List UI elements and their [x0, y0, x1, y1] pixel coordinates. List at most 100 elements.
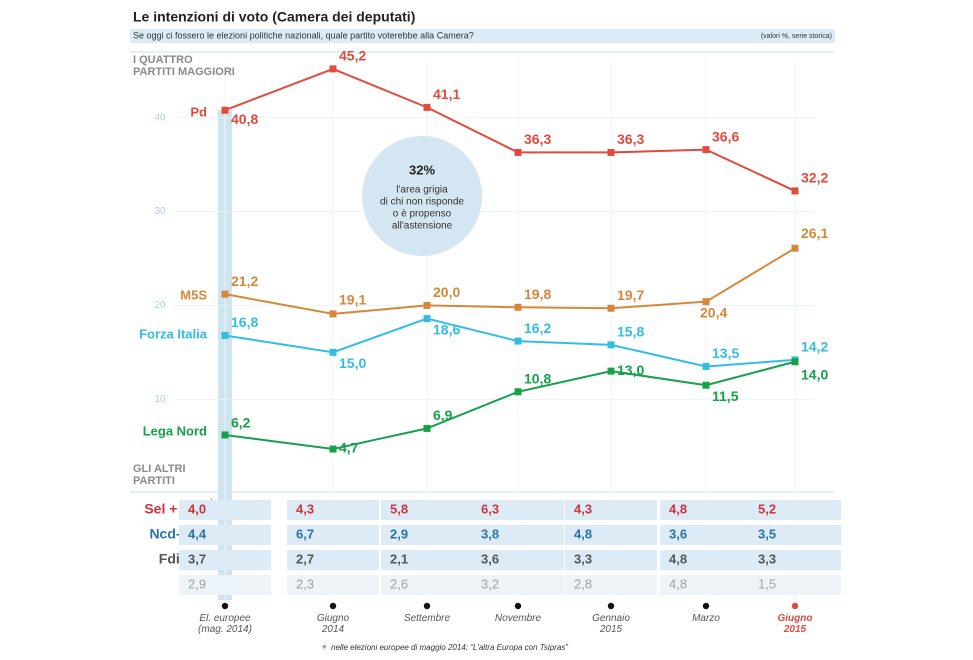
- value-label: 6,9: [433, 407, 453, 423]
- legend-label: Pd: [190, 104, 207, 119]
- value-label: 16,8: [231, 314, 258, 330]
- table-value: 3,6: [669, 526, 687, 541]
- table-value: 2,6: [390, 576, 408, 591]
- table-cell: [179, 525, 271, 545]
- value-label: 36,3: [524, 131, 551, 147]
- marker: [791, 187, 799, 195]
- series-line: [224, 360, 796, 451]
- table-value: 3,8: [481, 526, 499, 541]
- table-cell: [749, 575, 841, 595]
- table-cell: [565, 500, 657, 520]
- value-label: 14,2: [801, 339, 828, 355]
- table-value: 2,1: [390, 551, 408, 566]
- table-value: 5,8: [390, 501, 408, 516]
- table-value: 2,8: [574, 576, 592, 591]
- marker: [514, 388, 522, 396]
- marker: [221, 431, 229, 439]
- y-tick-label: 40: [154, 112, 166, 123]
- value-label: 13,0: [617, 362, 644, 378]
- marker: [329, 310, 337, 318]
- table-cell: [381, 525, 473, 545]
- table-value: 4,4: [188, 526, 207, 541]
- annotation-text: di chi non risponde: [380, 197, 464, 208]
- x-tick-label: Giugno 2015: [777, 613, 813, 635]
- table-value: 2,9: [390, 526, 408, 541]
- value-label: 36,6: [712, 128, 739, 144]
- table-cell: [287, 550, 379, 570]
- annotation-value: 32%: [409, 162, 435, 177]
- table-value: 3,5: [758, 526, 776, 541]
- table-value: 1,5: [758, 576, 776, 591]
- table-value: 2,7: [296, 551, 314, 566]
- value-label: 19,7: [617, 287, 644, 303]
- table-value: 4,3: [296, 501, 314, 516]
- y-tick-label: 20: [154, 300, 166, 311]
- x-tick-label: Giugno 2014: [316, 613, 350, 635]
- annotation-text: all'astensione: [392, 221, 453, 232]
- table-cell: [287, 500, 379, 520]
- table-value: 5,2: [758, 501, 776, 516]
- marker: [607, 304, 615, 312]
- marker: [221, 331, 229, 339]
- marker: [423, 103, 431, 111]
- marker: [791, 358, 799, 366]
- section-label: I QUATTRO PARTITI MAGGIORI: [133, 54, 235, 78]
- section-label: GLI ALTRI PARTITI: [133, 463, 186, 487]
- value-label: 16,2: [524, 320, 551, 336]
- marker: [607, 341, 615, 349]
- table-cell: [565, 525, 657, 545]
- category-dot: [607, 602, 615, 610]
- category-dot: [329, 602, 337, 610]
- marker: [607, 148, 615, 156]
- marker: [702, 362, 710, 370]
- table-value: 4,8: [669, 576, 687, 591]
- marker: [702, 298, 710, 306]
- table-cell: [381, 575, 473, 595]
- value-label: 26,1: [801, 225, 828, 241]
- marker: [221, 106, 229, 114]
- marker: [423, 301, 431, 309]
- table-value: 4,0: [188, 501, 206, 516]
- subtitle-band: [130, 29, 835, 43]
- marker: [423, 315, 431, 323]
- table-cell: [472, 575, 564, 595]
- note: (valori %, serie storica): [761, 33, 832, 40]
- marker: [607, 367, 615, 375]
- table-cell: [472, 500, 564, 520]
- value-label: 41,1: [433, 86, 460, 102]
- value-label: 19,8: [524, 286, 551, 302]
- value-label: 15,8: [617, 324, 644, 340]
- marker: [329, 445, 337, 453]
- annotation-text: l'area grigia: [396, 185, 448, 196]
- chart-title: Le intenzioni di voto (Camera dei deputa…: [133, 9, 415, 25]
- value-label: 14,0: [801, 366, 828, 382]
- value-label: 36,3: [617, 131, 644, 147]
- annotation-bubble: [362, 136, 482, 256]
- x-tick-label: Gennaio 2015: [592, 613, 630, 635]
- table-cell: [179, 500, 271, 520]
- table-cell: [565, 550, 657, 570]
- table-value: 3,7: [188, 551, 206, 566]
- legend-label: Lega Nord: [143, 423, 207, 438]
- y-tick-label: 30: [154, 206, 166, 217]
- table-cell: [179, 550, 271, 570]
- y-tick-label: 10: [154, 394, 166, 405]
- table-value: 3,3: [574, 551, 592, 566]
- table-cell: [472, 550, 564, 570]
- table-value: 4,3: [574, 501, 592, 516]
- table-cell: [381, 500, 473, 520]
- category-dot: [791, 602, 799, 610]
- marker: [329, 348, 337, 356]
- series-line: [224, 317, 796, 368]
- table-value: 3,6: [481, 551, 499, 566]
- category-dot: [702, 602, 710, 610]
- marker: [329, 65, 337, 73]
- table-value: 2,3: [296, 576, 314, 591]
- table-cell: [660, 550, 752, 570]
- value-label: 19,1: [339, 292, 366, 308]
- category-dot: [221, 602, 229, 610]
- value-label: 10,8: [524, 370, 551, 386]
- series-line: [224, 67, 796, 192]
- value-label: 18,6: [433, 321, 460, 337]
